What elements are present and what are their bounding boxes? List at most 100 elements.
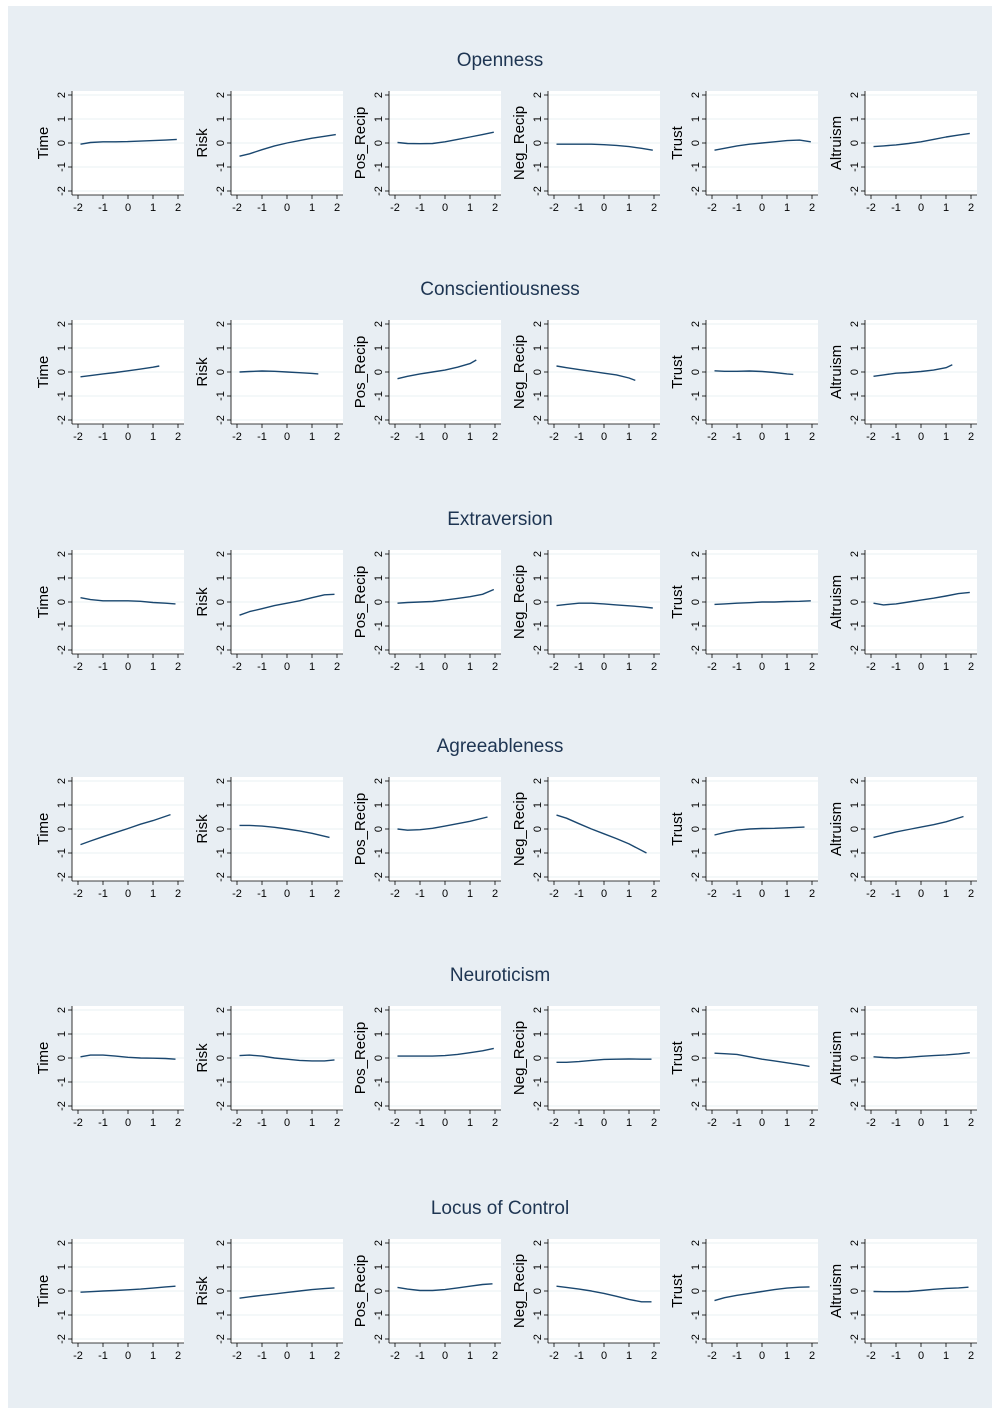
y-axis-label: Time: [35, 1042, 52, 1075]
y-tick-label: 2: [532, 321, 544, 327]
x-tick-label: -1: [574, 888, 584, 900]
x-tick-label: 0: [284, 431, 290, 443]
x-tick-label: 2: [492, 431, 498, 443]
y-axis-label: Trust: [669, 1273, 686, 1307]
y-tick-label: -2: [373, 872, 385, 882]
y-axis-label: Trust: [669, 811, 686, 845]
x-tick-label: 2: [175, 1350, 181, 1362]
x-tick-label: -1: [891, 661, 901, 673]
x-tick-label: 1: [626, 202, 632, 214]
y-tick-label: 1: [532, 116, 544, 122]
panel-neg-recip: -2 -1 0 1 2 -2 -1 0 1 2 Neg_Recip: [511, 550, 660, 673]
panel-time: -2 -1 0 1 2 -2 -1 0 1 2 Time: [35, 777, 184, 900]
y-tick-label: -2: [532, 186, 544, 196]
y-tick-label: -1: [215, 621, 227, 631]
y-tick-label: 0: [690, 140, 702, 146]
panel-risk: -2 -1 0 1 2 -2 -1 0 1 2 Risk: [194, 320, 343, 443]
trait-title: Extraversion: [447, 509, 553, 530]
x-tick-label: 2: [968, 431, 974, 443]
y-tick-label: 1: [215, 345, 227, 351]
panel-trust: -2 -1 0 1 2 -2 -1 0 1 2 Trust: [669, 320, 818, 443]
y-tick-label: 1: [373, 345, 385, 351]
y-tick-label: 0: [849, 599, 861, 605]
panel-risk: -2 -1 0 1 2 -2 -1 0 1 2 Risk: [194, 91, 343, 214]
x-tick-label: 0: [125, 1350, 131, 1362]
y-tick-label: 0: [690, 1288, 702, 1294]
x-tick-label: 1: [467, 888, 473, 900]
y-tick-label: -2: [215, 872, 227, 882]
y-axis-label: Trust: [669, 354, 686, 388]
x-tick-label: 0: [125, 888, 131, 900]
x-tick-label: 1: [943, 1350, 949, 1362]
y-axis-label: Risk: [194, 357, 211, 387]
x-tick-label: -2: [390, 661, 400, 673]
y-axis-label: Pos_Recip: [352, 793, 369, 866]
y-tick-label: 1: [532, 1264, 544, 1270]
y-tick-label: -1: [373, 391, 385, 401]
x-tick-label: -1: [415, 661, 425, 673]
x-tick-label: 1: [626, 1117, 632, 1129]
y-tick-label: 1: [215, 802, 227, 808]
trait-group-0: Openness -2 -1 0 1 2 -2 -1 0 1 2 Time -2 -1 0 1 2 -2 -1 0 1 2…: [35, 50, 977, 214]
y-tick-label: 2: [215, 778, 227, 784]
fitted-line: [873, 815, 964, 839]
y-axis-label: Altruism: [828, 1031, 845, 1085]
panel-risk: -2 -1 0 1 2 -2 -1 0 1 2 Risk: [194, 1006, 343, 1129]
x-tick-label: -2: [707, 1350, 717, 1362]
y-tick-label: -1: [56, 1077, 68, 1087]
y-tick-label: 2: [56, 551, 68, 557]
x-tick-label: -1: [98, 1350, 108, 1362]
y-axis-label: Altruism: [828, 116, 845, 170]
x-tick-label: 2: [175, 1117, 181, 1129]
y-tick-label: -2: [849, 1101, 861, 1111]
fitted-line: [556, 1058, 652, 1063]
y-tick-label: 0: [532, 140, 544, 146]
y-tick-label: 0: [373, 369, 385, 375]
y-tick-label: 2: [215, 551, 227, 557]
fitted-line: [239, 593, 335, 616]
y-tick-label: 2: [373, 1007, 385, 1013]
x-tick-label: 2: [492, 888, 498, 900]
y-tick-label: -1: [373, 1310, 385, 1320]
y-tick-label: 2: [373, 778, 385, 784]
y-tick-label: 1: [56, 802, 68, 808]
y-tick-label: -1: [56, 162, 68, 172]
y-tick-label: -2: [373, 186, 385, 196]
x-tick-label: 0: [918, 202, 924, 214]
x-tick-label: 1: [150, 888, 156, 900]
y-tick-label: -2: [373, 1334, 385, 1344]
x-tick-label: 2: [651, 202, 657, 214]
x-tick-label: 1: [150, 1117, 156, 1129]
y-tick-label: 1: [690, 802, 702, 808]
trait-title: Neuroticism: [450, 965, 550, 986]
y-tick-label: -2: [56, 415, 68, 425]
y-tick-label: 2: [56, 778, 68, 784]
y-tick-label: 1: [215, 116, 227, 122]
x-tick-label: -2: [232, 431, 242, 443]
y-tick-label: 2: [215, 1240, 227, 1246]
x-tick-label: 2: [968, 888, 974, 900]
x-tick-label: -2: [866, 1350, 876, 1362]
y-tick-label: 2: [849, 1240, 861, 1246]
y-tick-label: 0: [215, 1055, 227, 1061]
x-tick-label: -2: [73, 1350, 83, 1362]
x-tick-label: -1: [415, 888, 425, 900]
fitted-line: [873, 591, 970, 606]
y-tick-label: -2: [373, 415, 385, 425]
y-tick-label: 2: [690, 551, 702, 557]
panel-risk: -2 -1 0 1 2 -2 -1 0 1 2 Risk: [194, 550, 343, 673]
fitted-line: [873, 132, 970, 148]
y-axis-label: Time: [35, 813, 52, 846]
x-tick-label: -1: [415, 431, 425, 443]
y-tick-label: 0: [215, 599, 227, 605]
x-tick-label: -1: [574, 1117, 584, 1129]
x-tick-label: -2: [549, 661, 559, 673]
x-tick-label: 1: [309, 1350, 315, 1362]
x-tick-label: 1: [150, 661, 156, 673]
y-tick-label: -1: [373, 848, 385, 858]
x-tick-label: -2: [232, 661, 242, 673]
panel-risk: -2 -1 0 1 2 -2 -1 0 1 2 Risk: [194, 1239, 343, 1362]
y-tick-label: 2: [215, 92, 227, 98]
x-tick-label: 0: [759, 888, 765, 900]
